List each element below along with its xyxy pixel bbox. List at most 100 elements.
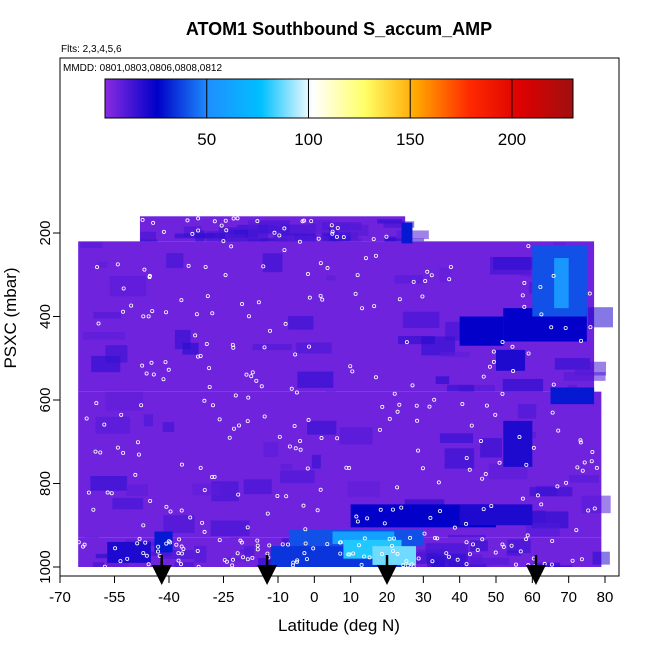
sample-point xyxy=(196,564,201,569)
sample-point xyxy=(146,562,151,567)
sample-point xyxy=(249,374,254,379)
field-cell xyxy=(105,391,144,411)
sample-point xyxy=(353,291,358,296)
sample-point xyxy=(404,559,409,564)
sample-point xyxy=(306,418,311,423)
sample-point xyxy=(200,520,205,525)
sample-point xyxy=(231,426,236,431)
y-tick-label: 400 xyxy=(37,304,54,329)
sample-point xyxy=(229,244,234,249)
field-cell xyxy=(447,534,486,538)
sample-point xyxy=(338,540,343,545)
sample-point xyxy=(236,492,241,497)
sample-point xyxy=(422,531,427,536)
sample-point xyxy=(318,261,323,266)
sample-point xyxy=(141,314,146,319)
sample-point xyxy=(315,508,320,513)
colorbar-tick-label: 100 xyxy=(294,130,322,149)
field-cell xyxy=(488,463,528,480)
field-cell xyxy=(280,463,293,470)
sample-point xyxy=(293,446,298,451)
sample-point xyxy=(135,440,140,445)
field-cell xyxy=(174,233,215,239)
field-cell xyxy=(444,448,475,469)
sample-point xyxy=(392,391,397,396)
field-cell xyxy=(107,559,128,567)
sample-point xyxy=(272,230,277,235)
field-cell xyxy=(588,307,613,328)
sample-point xyxy=(420,466,425,471)
sample-point xyxy=(478,438,483,443)
sample-point xyxy=(416,556,421,561)
sample-point xyxy=(354,514,359,519)
sample-point xyxy=(179,462,184,467)
sample-point xyxy=(202,488,207,493)
sample-point xyxy=(305,466,310,471)
sample-point xyxy=(190,231,195,236)
sample-point xyxy=(84,416,89,421)
sample-point xyxy=(174,542,179,547)
sample-point xyxy=(399,505,404,510)
sample-point xyxy=(179,508,184,513)
sample-point xyxy=(464,521,469,526)
sample-point xyxy=(592,506,597,511)
sample-point xyxy=(255,543,260,548)
y-tick-label: 600 xyxy=(37,387,54,412)
field-cell xyxy=(493,257,534,270)
sample-point xyxy=(212,474,217,479)
field-cell xyxy=(263,442,279,457)
sample-point xyxy=(282,226,287,231)
field-cell xyxy=(333,238,343,242)
sample-point xyxy=(196,228,201,233)
sample-point xyxy=(586,508,591,513)
x-tick-label: -10 xyxy=(267,589,289,606)
sample-point xyxy=(307,295,312,300)
sample-point xyxy=(427,404,432,409)
field-cell xyxy=(339,427,373,445)
sample-point xyxy=(142,267,147,272)
sample-point xyxy=(223,218,228,223)
sample-point xyxy=(587,291,592,296)
field-cell xyxy=(574,361,607,376)
sample-point xyxy=(140,363,145,368)
sample-point xyxy=(408,535,413,540)
field-cell xyxy=(396,230,429,240)
sample-point xyxy=(555,484,560,489)
x-tick-label: 20 xyxy=(379,589,396,606)
sample-point xyxy=(448,264,453,269)
colorbar-ticks: 50 100 150 200 xyxy=(197,79,526,149)
sample-point xyxy=(455,557,460,562)
field-region xyxy=(401,222,413,244)
sample-point xyxy=(204,341,209,346)
sample-point xyxy=(355,519,360,524)
sample-point xyxy=(397,402,402,407)
sample-point xyxy=(133,472,138,477)
sample-point xyxy=(102,564,107,569)
sample-point xyxy=(81,544,86,549)
colorbar-tick-label: 150 xyxy=(396,130,424,149)
field-cell xyxy=(526,522,560,537)
sample-point xyxy=(290,563,295,568)
sample-point xyxy=(493,550,498,555)
sample-point xyxy=(520,293,525,298)
sample-point xyxy=(217,538,222,543)
sample-point xyxy=(522,281,527,286)
sample-point xyxy=(574,528,579,533)
x-tick-label: 30 xyxy=(415,589,432,606)
field-region xyxy=(154,531,173,553)
field-cell xyxy=(446,384,475,392)
sample-point xyxy=(487,364,492,369)
sample-point xyxy=(161,229,166,234)
sample-point xyxy=(256,300,261,305)
sample-point xyxy=(289,386,294,391)
sample-point xyxy=(483,472,488,477)
sample-point xyxy=(210,403,215,408)
sample-point xyxy=(525,533,530,538)
sample-point xyxy=(155,549,160,554)
sample-point xyxy=(203,264,208,269)
field-cell xyxy=(274,235,295,242)
sample-point xyxy=(179,551,184,556)
sample-point xyxy=(147,273,152,278)
sample-point xyxy=(373,375,378,380)
field-cell xyxy=(90,476,128,491)
